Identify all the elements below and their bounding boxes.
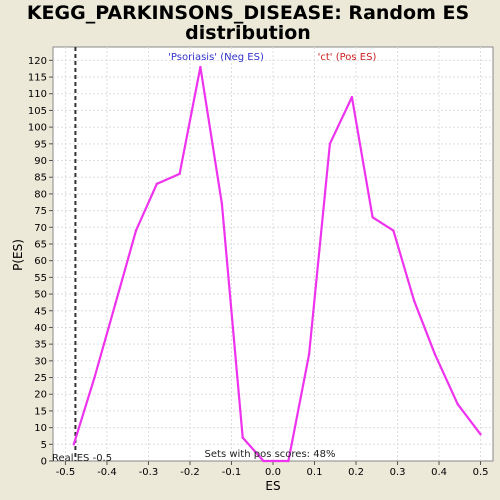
y-tick-label: 95 [34, 139, 47, 150]
y-tick-label: 0 [41, 457, 47, 468]
y-tick-label: 15 [34, 406, 47, 417]
chart-title-line1: KEGG_PARKINSONS_DISEASE: Random ES [27, 2, 469, 24]
y-tick-label: 30 [34, 356, 47, 367]
y-tick-label: 5 [41, 440, 47, 451]
x-tick-label: -0.2 [180, 467, 200, 478]
y-tick-label: 65 [34, 239, 47, 250]
x-axis-label: ES [265, 479, 280, 493]
y-tick-label: 60 [34, 256, 47, 267]
x-tick-label: 0.3 [390, 467, 406, 478]
y-tick-label: 85 [34, 173, 47, 184]
real-es-label: Real ES -0.5 [52, 453, 112, 464]
data-point [412, 299, 416, 302]
y-tick-label: 100 [28, 123, 47, 134]
data-point [220, 202, 224, 206]
x-tick-label: 0.1 [307, 467, 323, 478]
y-tick-label: 105 [28, 106, 47, 117]
y-tick-label: 110 [28, 89, 47, 100]
data-point [287, 459, 290, 463]
y-tick-label: 120 [28, 56, 47, 67]
data-point [114, 302, 117, 306]
x-tick-label: -0.4 [97, 467, 117, 478]
y-tick-label: 10 [34, 423, 47, 434]
chart-title-line2: distribution [185, 22, 311, 44]
data-point [392, 229, 395, 232]
data-point [479, 433, 482, 436]
y-tick-label: 50 [34, 290, 47, 301]
data-point [350, 95, 354, 99]
data-point [456, 403, 459, 406]
y-tick-label: 20 [34, 390, 47, 401]
y-tick-label: 25 [34, 373, 47, 384]
y-tick-label: 55 [34, 273, 47, 284]
curve-points [72, 65, 482, 463]
data-point [262, 459, 265, 463]
y-tick-label: 75 [34, 206, 47, 217]
y-tick-label: 115 [28, 73, 47, 84]
grid [53, 47, 493, 461]
plot-area [52, 46, 494, 462]
data-point [155, 182, 158, 186]
y-axis-ticks: 0 5 10 15 20 25 30 35 40 45 50 55 60 65 70 75 80 85 90 95 10… [28, 56, 53, 468]
data-point [134, 229, 138, 232]
es-distribution-curve [72, 65, 482, 463]
y-tick-label: 70 [34, 223, 47, 234]
pos-scores-label: Sets with pos scores: 48% [205, 449, 336, 460]
y-tick-label: 40 [34, 323, 47, 334]
data-point [178, 172, 181, 176]
x-tick-label: 0.4 [431, 467, 447, 478]
x-tick-label: 0.5 [473, 467, 489, 478]
x-tick-label: -0.1 [222, 467, 242, 478]
data-point [307, 352, 311, 356]
x-axis-ticks: -0.5 -0.4 -0.3 -0.2 -0.1 0.0 0.1 0.2 0.3 0.4 0.5 [56, 461, 489, 478]
x-tick-label: -0.3 [139, 467, 159, 478]
y-tick-label: 90 [34, 156, 47, 167]
y-tick-label: 35 [34, 340, 47, 351]
data-point [93, 376, 96, 379]
y-tick-label: 80 [34, 189, 47, 200]
x-tick-label: -0.5 [56, 467, 76, 478]
data-point [433, 352, 437, 356]
data-point [371, 216, 374, 219]
pos-es-label: 'ct' (Pos ES) [318, 52, 377, 63]
y-tick-label: 45 [34, 306, 47, 317]
neg-es-label: 'Psoriasis' (Neg ES) [168, 52, 264, 63]
data-point [72, 443, 75, 446]
y-axis-label: P(ES) [11, 239, 25, 271]
data-point [199, 65, 202, 69]
data-point [241, 436, 244, 439]
x-tick-label: 0.0 [265, 467, 281, 478]
data-point [328, 142, 332, 146]
x-tick-label: 0.2 [348, 467, 364, 478]
